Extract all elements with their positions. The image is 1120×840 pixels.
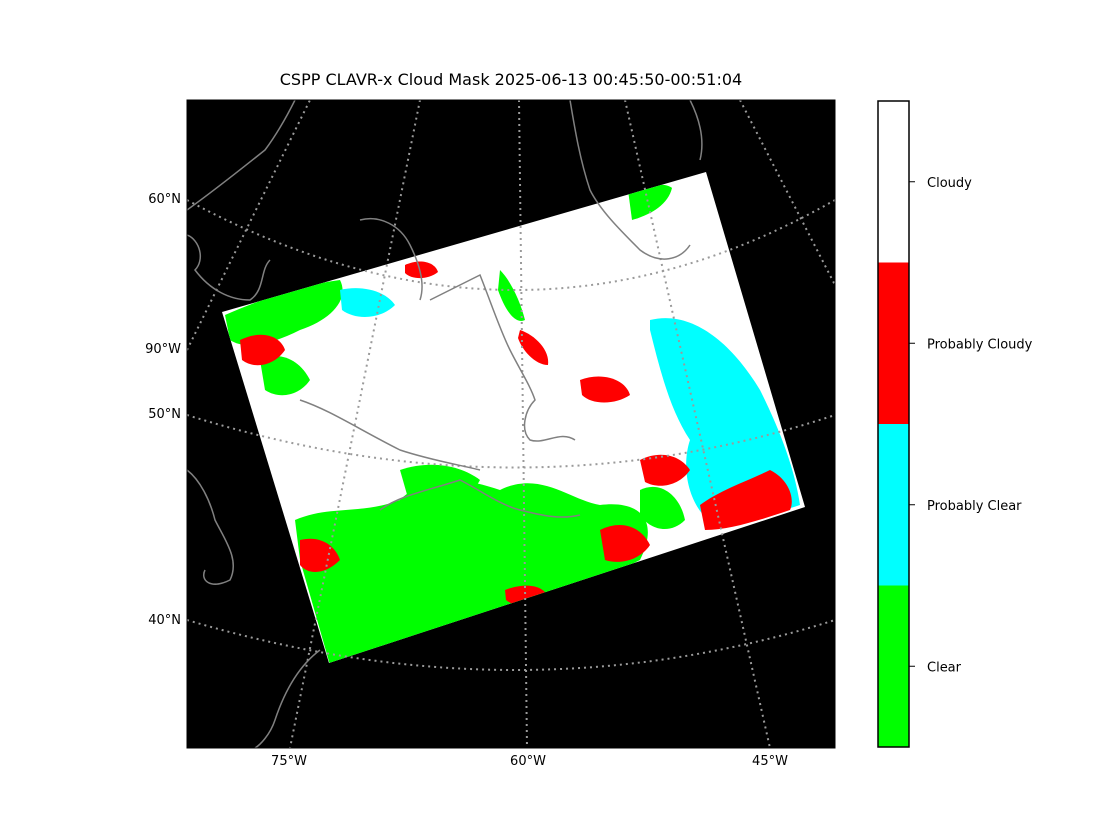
coastline-st-lawrence: [299, 399, 481, 471]
colorbar-label-cloudy: Cloudy: [927, 176, 972, 191]
map-frame: [186, 99, 836, 749]
meridian-30w: [739, 100, 835, 286]
probably-cloudy-region-east-2: [640, 454, 690, 486]
meridian-60w: [518, 100, 528, 748]
probably-cloudy-region-west: [300, 538, 340, 572]
coastline-labrador: [429, 273, 576, 442]
parallel-50n: [187, 414, 835, 469]
coastline-hudson-bay: [187, 234, 271, 301]
colorbar-swatch-cloudy: [878, 101, 909, 263]
lat-label-50n: 50°N: [148, 407, 181, 422]
parallel-40n: [187, 619, 835, 671]
clear-region-east: [640, 486, 685, 530]
colorbar-label-clear: Clear: [927, 660, 962, 675]
clear-region-northwest: [225, 280, 343, 346]
colorbar: Cloudy Probably Cloudy Probably Clear Clear: [877, 100, 1033, 748]
coastline-us-east: [254, 649, 321, 748]
coastline-greenland: [569, 100, 691, 260]
parallel-60n: [187, 199, 835, 291]
coastline-quebec: [359, 218, 423, 301]
colorbar-swatch-clear: [878, 585, 909, 747]
clear-region-northeast: [628, 184, 672, 220]
probably-cloudy-region-northwest: [240, 334, 285, 366]
coastline-greenland-east: [689, 100, 703, 161]
clear-region-west: [260, 356, 310, 396]
colorbar-swatch-probably-cloudy: [878, 262, 909, 424]
cloud-mask-field: [225, 184, 800, 663]
meridian-90w: [187, 100, 311, 351]
probably-cloudy-region-center: [580, 376, 630, 403]
colorbar-label-probably-clear: Probably Clear: [927, 499, 1022, 514]
meridian-45w: [624, 100, 771, 748]
meridian-75w: [289, 100, 421, 748]
probably-cloudy-region-north: [405, 261, 438, 279]
lat-label-90w: 90°W: [145, 342, 181, 357]
clear-region-labrador: [498, 270, 525, 321]
coastline-west: [187, 469, 235, 585]
coastlines: [187, 100, 703, 748]
colorbar-label-probably-cloudy: Probably Cloudy: [927, 337, 1033, 352]
coastline-nova-scotia: [379, 479, 581, 518]
colorbar-swatch-probably-clear: [878, 424, 909, 586]
lon-label-60w: 60°W: [510, 754, 546, 769]
page-title: CSPP CLAVR-x Cloud Mask 2025-06-13 00:45…: [279, 70, 743, 89]
probably-cloudy-region-southeast: [600, 525, 650, 562]
graticule: [187, 100, 835, 748]
lat-label-40n: 40°N: [148, 613, 181, 628]
clear-region-south: [295, 480, 648, 663]
lon-label-75w: 75°W: [271, 754, 307, 769]
colorbar-frame: [877, 100, 910, 748]
probably-cloudy-region-east: [700, 470, 792, 530]
coastline-baffin: [187, 100, 296, 211]
lon-label-45w: 45°W: [752, 754, 788, 769]
lat-label-60n: 60°N: [148, 192, 181, 207]
probably-cloudy-region-labrador: [518, 330, 549, 365]
